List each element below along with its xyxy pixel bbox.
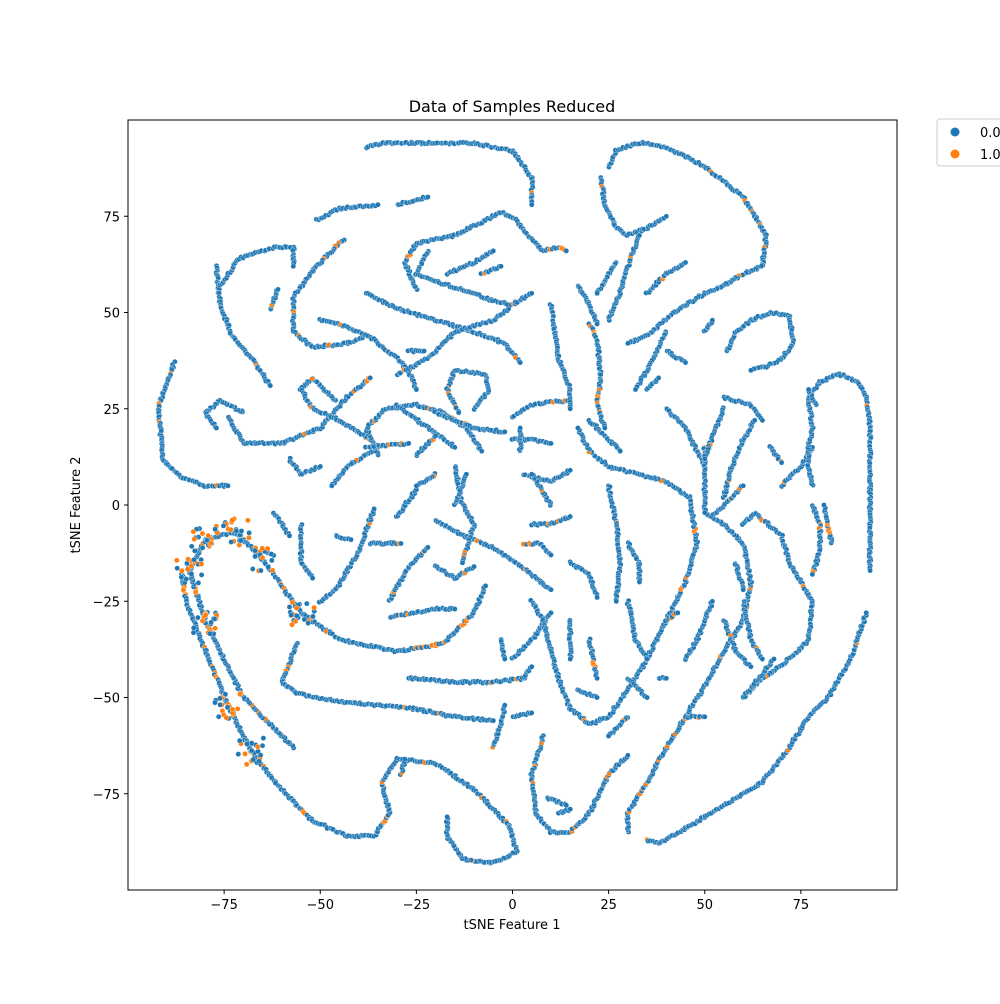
data-point [863,610,869,616]
data-point [455,409,462,416]
data-point [317,463,324,470]
data-point [644,694,650,701]
data-point [502,656,508,662]
data-point [471,563,477,570]
data-point [432,432,439,439]
data-point [444,814,450,820]
data-point [517,359,523,366]
data-point [398,540,404,547]
data-point [702,509,708,516]
data-point [778,459,785,466]
data-point [548,552,554,558]
data-point [502,702,508,708]
data-point [425,194,431,200]
data-point [478,448,485,454]
data-point [821,502,827,508]
data-point [490,248,497,254]
data-point [405,440,412,447]
data-point [348,536,354,543]
data-point [482,583,489,589]
data-point [290,263,297,270]
data-point [502,429,508,435]
data-point [413,483,420,489]
data-point [567,467,573,474]
data-point [771,656,777,662]
data-point [309,575,316,581]
data-point [605,733,612,739]
data-point [682,259,689,266]
data-point [575,425,581,431]
data-point [748,663,754,670]
data-point [709,598,716,605]
data-point [517,425,523,431]
data-point [567,513,573,520]
data-point [594,290,600,297]
data-point [225,483,231,489]
data-point [275,286,281,293]
data-point [528,471,535,477]
data-point [528,290,535,297]
data-point [613,598,620,605]
data-point [329,483,335,489]
data-point [740,483,746,489]
data-point [748,367,754,374]
data-point [375,201,381,208]
data-point [528,710,535,716]
data-point [371,506,377,512]
data-point [740,586,746,593]
data-point [636,232,643,239]
data-point [567,656,573,662]
data-point [548,586,554,593]
data-point [644,656,650,662]
data-point [490,717,497,724]
data-point [459,560,466,566]
data-point [602,425,608,431]
data-point [528,201,535,208]
data-point [632,386,639,393]
data-point [452,606,458,612]
data-point [682,359,689,366]
data-point [759,417,766,424]
data-point [567,406,573,412]
data-point [625,752,631,759]
data-point [709,317,716,323]
data-point [563,248,570,254]
data-point [425,544,431,551]
data-point [567,806,573,812]
data-point [655,375,662,381]
data-point [663,675,670,682]
data-point [528,663,535,670]
data-point [809,571,816,578]
data-point [286,533,293,539]
data-point [663,213,670,220]
data-point [402,756,408,762]
points-layer [155,139,874,866]
data-point [267,382,274,389]
data-point [498,263,504,270]
data-point [702,714,708,720]
data-point [413,386,420,393]
data-point [675,610,681,616]
chart-title: Data of Samples Reduced [409,97,616,116]
data-point [463,471,470,477]
data-point [548,610,554,616]
data-point [367,375,373,381]
data-point [421,348,427,354]
data-point [702,456,708,462]
data-point [213,425,220,431]
data-point [625,340,631,347]
data-point [594,321,600,327]
data-point [636,579,643,585]
data-point [452,444,458,451]
data-point [594,675,600,682]
data-point [594,694,600,701]
data-point [751,417,758,424]
data-point [594,594,600,601]
data-point [548,440,554,447]
data-point [759,656,766,662]
data-point [617,448,623,454]
